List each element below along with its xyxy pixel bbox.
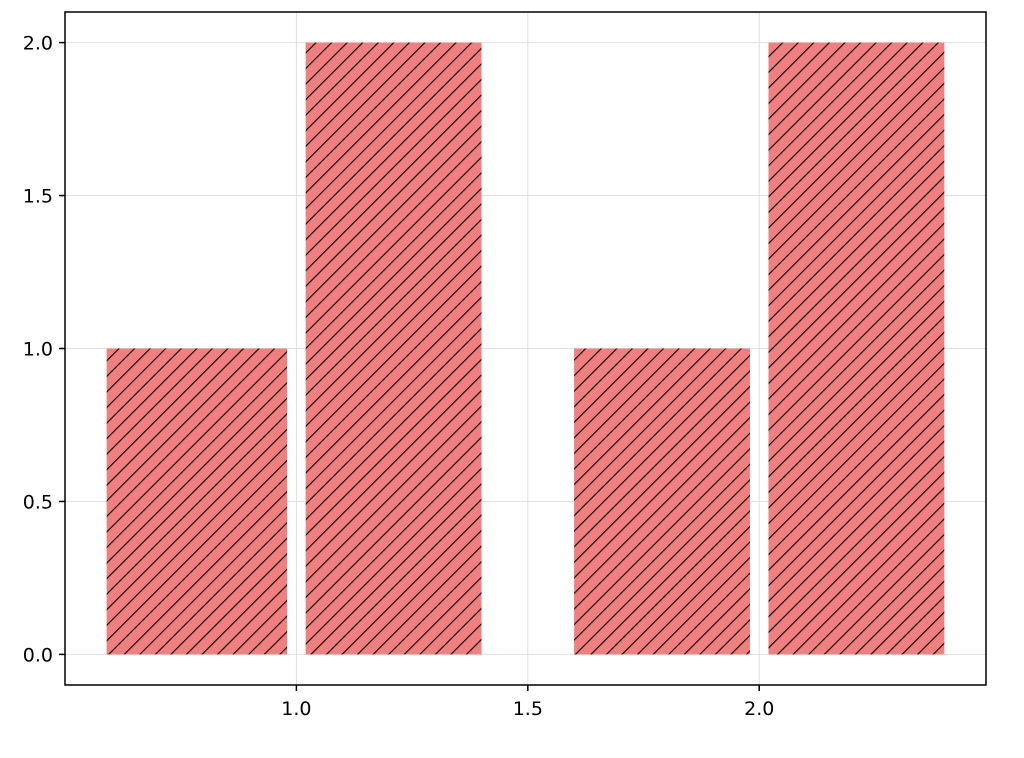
y-tick-label: 2.0 xyxy=(23,33,53,55)
bar-3 xyxy=(574,348,750,655)
x-tick-label: 2.0 xyxy=(744,698,774,720)
x-axis-ticks: 1.0 1.5 2.0 xyxy=(281,685,774,720)
bar-4 xyxy=(768,42,945,655)
y-tick-label: 0.5 xyxy=(23,491,53,513)
bar-1 xyxy=(106,348,288,655)
x-tick-label: 1.0 xyxy=(281,698,311,720)
y-tick-label: 1.5 xyxy=(23,186,53,208)
bar-2 xyxy=(305,42,482,655)
y-tick-label: 1.0 xyxy=(23,339,53,361)
x-tick-label: 1.5 xyxy=(513,698,543,720)
y-axis-ticks: 0.0 0.5 1.0 1.5 2.0 xyxy=(23,33,65,666)
bars xyxy=(106,42,945,655)
y-tick-label: 0.0 xyxy=(23,644,53,666)
